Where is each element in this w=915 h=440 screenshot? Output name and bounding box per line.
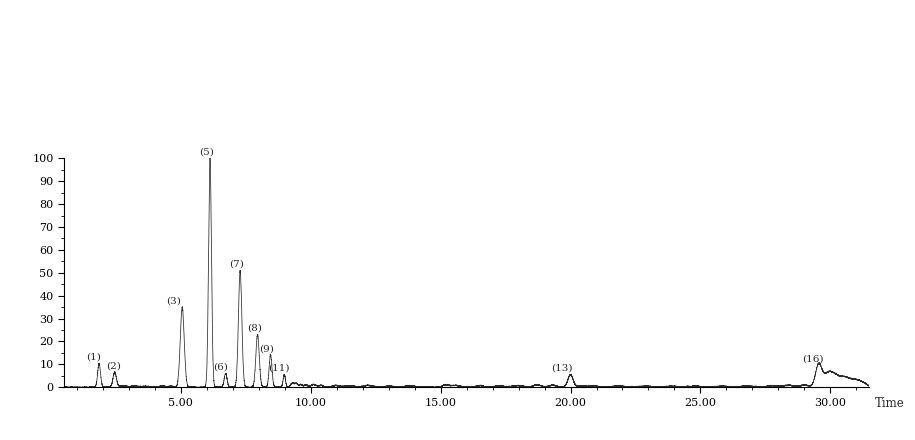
Text: (7): (7) xyxy=(229,260,243,269)
Text: (11): (11) xyxy=(268,364,289,373)
Text: (6): (6) xyxy=(213,363,229,372)
Text: Time: Time xyxy=(875,397,904,410)
Text: (8): (8) xyxy=(247,324,262,333)
Text: (1): (1) xyxy=(86,352,101,361)
Text: (13): (13) xyxy=(551,364,572,373)
Text: (5): (5) xyxy=(199,147,214,157)
Text: (3): (3) xyxy=(166,296,180,305)
Text: (16): (16) xyxy=(802,355,824,363)
Text: (2): (2) xyxy=(106,362,121,370)
Text: (9): (9) xyxy=(259,345,274,353)
